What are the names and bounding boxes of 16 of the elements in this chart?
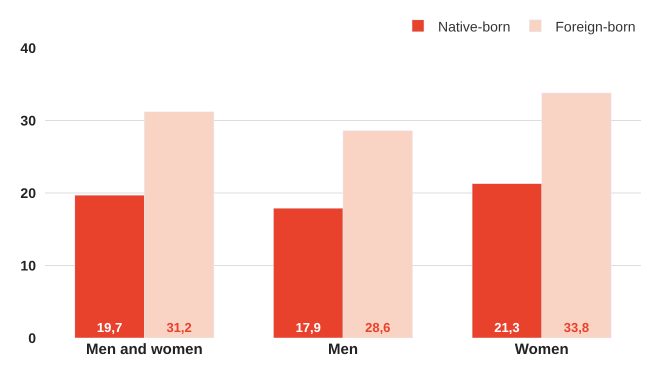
legend-label: Foreign-born (555, 18, 636, 34)
y-tick-label: 40 (20, 40, 36, 56)
y-tick-label: 30 (20, 112, 36, 128)
legend-label: Native-born (438, 18, 510, 34)
y-tick-label: 10 (20, 257, 36, 274)
data-label: 19,7 (96, 320, 122, 335)
data-label: 31,2 (166, 320, 192, 335)
data-label: 33,8 (564, 320, 590, 335)
data-label: 17,9 (296, 320, 321, 335)
y-tick-label: 20 (20, 184, 36, 201)
x-tick-label: Men and women (86, 341, 203, 358)
x-tick-label: Women (514, 341, 569, 358)
y-tick-label: 0 (28, 330, 36, 346)
data-label: 28,6 (365, 320, 390, 335)
data-label: 21,3 (494, 320, 520, 335)
x-tick-label: Men (328, 341, 358, 358)
